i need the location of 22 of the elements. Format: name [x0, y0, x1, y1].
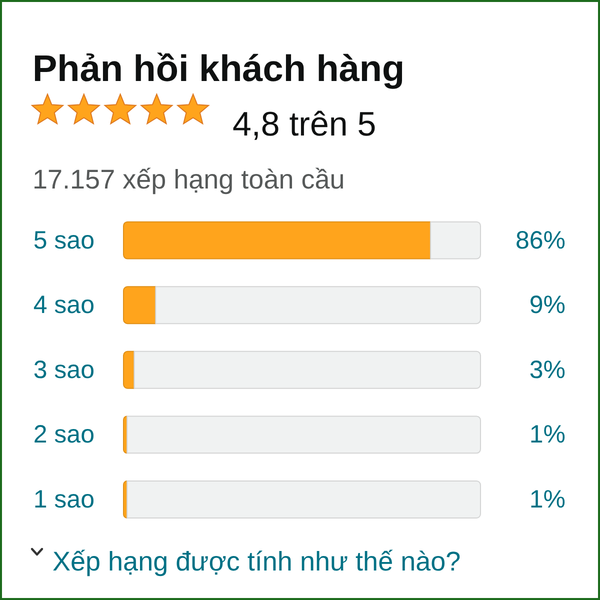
bar [123, 286, 156, 324]
text: Xếp hạng được tính như thế nào? [52, 546, 461, 576]
chart-subtitle: 4,8 trên 5 [232, 106, 376, 144]
bar [126, 416, 481, 454]
y-tick-label: 1 sao [33, 486, 95, 514]
data-label: 86% [515, 226, 566, 254]
data-label: 9% [529, 291, 566, 320]
chart-title: Phản hồi khách hàng [32, 48, 405, 89]
data-label: 1% [529, 486, 566, 514]
bar [123, 221, 432, 260]
bar [430, 221, 481, 260]
y-tick-label: 2 sao [33, 420, 95, 449]
y-tick-label: 5 sao [33, 226, 95, 254]
bar [123, 350, 135, 389]
y-tick-label: 4 sao [33, 291, 95, 320]
data-label: 3% [529, 356, 566, 384]
bar [134, 350, 481, 389]
data-label: 1% [529, 420, 566, 449]
y-tick-label: 3 sao [33, 356, 95, 384]
text: 17.157 xếp hạng toàn cầu [32, 164, 345, 194]
bar [126, 480, 481, 518]
bar [155, 286, 481, 324]
